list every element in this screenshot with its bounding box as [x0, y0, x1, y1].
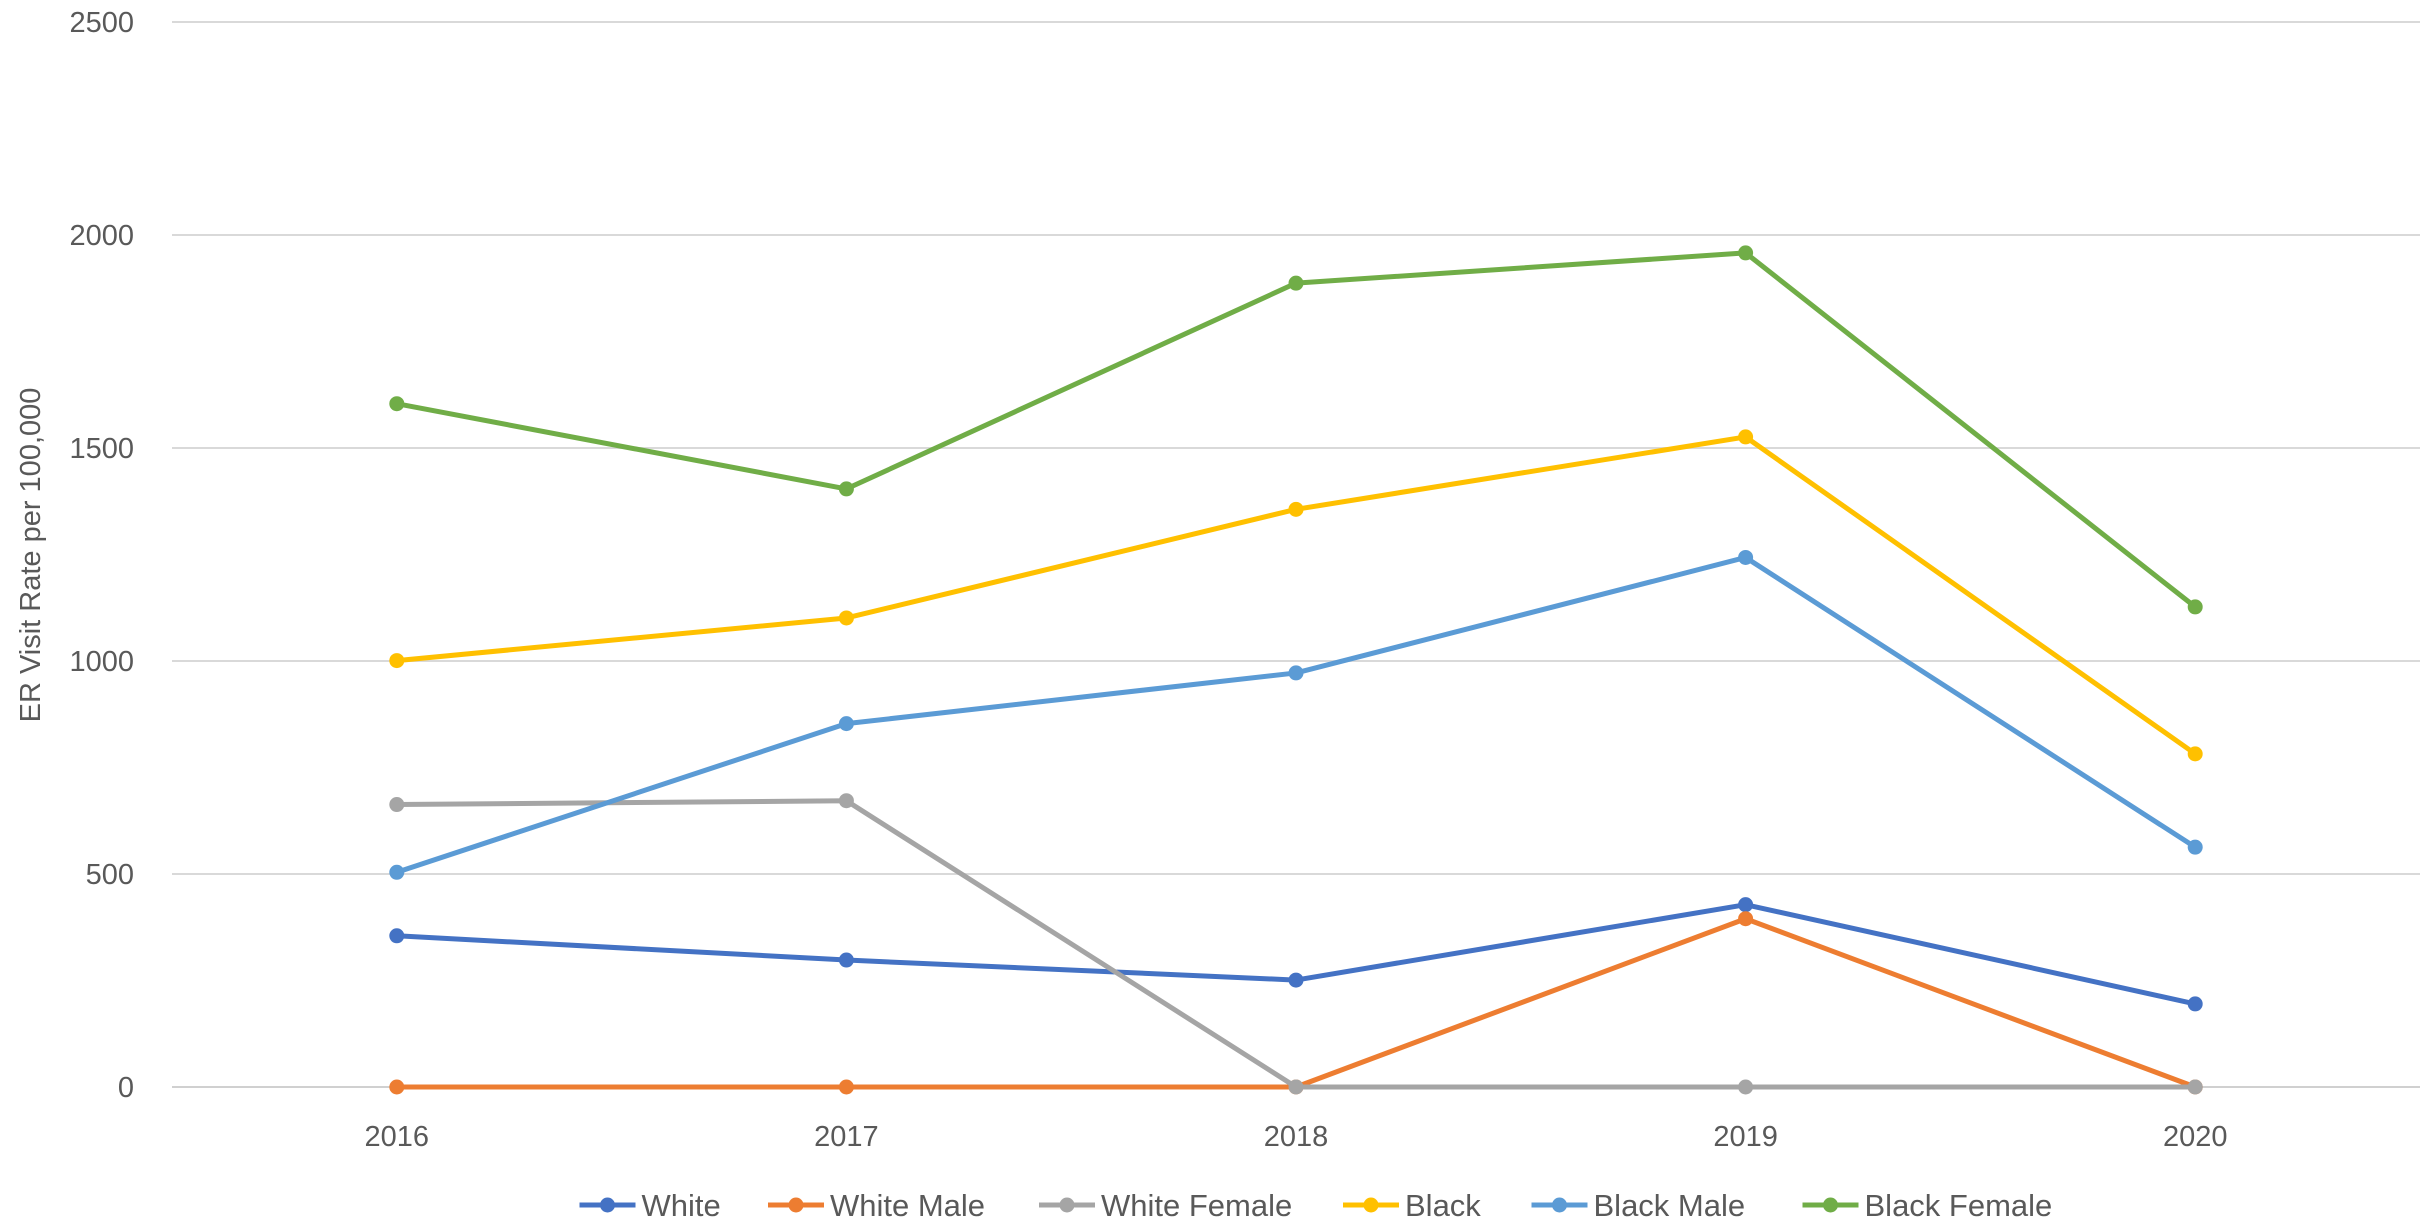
legend-dot-marker: [788, 1197, 804, 1213]
series-black-male: [389, 549, 2203, 880]
y-tick-label: 2000: [69, 220, 134, 252]
data-point-white: [1738, 897, 1754, 913]
y-tick-label: 1000: [69, 646, 134, 678]
legend-label: White: [642, 1188, 721, 1219]
series-white: [389, 897, 2203, 1012]
data-point-white-female: [1738, 1079, 1754, 1095]
data-point-black: [389, 653, 405, 669]
data-point-white: [1288, 972, 1304, 988]
data-point-white-female: [2187, 1079, 2203, 1095]
legend-item-black-female: Black Female: [1802, 1188, 2053, 1219]
data-point-white-male: [1738, 911, 1754, 927]
series-line-black-male: [394, 554, 2198, 875]
data-point-black: [1738, 429, 1754, 445]
series-white-female: [389, 793, 2203, 1095]
data-point-black-male: [838, 716, 854, 732]
legend-dot-marker: [1552, 1197, 1567, 1213]
legend-item-black: Black: [1343, 1188, 1481, 1219]
legend-item-white: White: [579, 1188, 721, 1219]
data-point-white: [389, 928, 405, 944]
legend-label: Black: [1405, 1188, 1481, 1219]
legend-dot-marker: [600, 1197, 615, 1213]
legend-item-white-female: White Female: [1039, 1188, 1292, 1219]
x-tick-label: 2017: [814, 1121, 879, 1153]
y-axis-title: ER Visit Rate per 100,000: [15, 388, 47, 723]
series-black-female: [389, 245, 2203, 615]
series-line-black-female: [394, 250, 2198, 610]
x-tick-label: 2019: [1713, 1121, 1778, 1153]
data-point-black: [838, 610, 854, 626]
legend-label: White Male: [830, 1188, 985, 1219]
series-lines: [389, 245, 2203, 1095]
data-point-black-female: [838, 481, 854, 497]
x-tick-label: 2020: [2163, 1121, 2228, 1153]
data-point-white: [838, 952, 854, 968]
y-tick-label: 500: [86, 859, 134, 891]
legend-label: Black Female: [1865, 1188, 2053, 1219]
data-point-white: [2187, 996, 2203, 1012]
x-tick-label: 2018: [1264, 1121, 1329, 1153]
data-point-white-female: [389, 797, 405, 813]
series-black: [389, 429, 2203, 762]
x-axis-tick-labels: 2016 2017 2018 2019 2020: [365, 1121, 2228, 1153]
data-point-white-female: [838, 793, 854, 809]
legend-item-black-male: Black Male: [1531, 1188, 1746, 1219]
data-point-black-male: [1738, 549, 1754, 565]
y-tick-label: 1500: [69, 433, 134, 465]
series-line-black: [394, 434, 2198, 757]
series-line-white: [394, 902, 2198, 1007]
data-point-white-male: [389, 1079, 405, 1095]
legend-dot-marker: [1059, 1197, 1075, 1213]
data-point-black: [2187, 746, 2203, 762]
data-point-black-female: [389, 396, 405, 412]
x-tick-label: 2016: [365, 1121, 430, 1153]
data-point-black-female: [2187, 599, 2203, 615]
legend-label: Black Male: [1594, 1188, 1746, 1219]
legend-label: White Female: [1101, 1188, 1292, 1219]
y-tick-label: 0: [118, 1072, 134, 1104]
data-point-black-female: [1288, 275, 1304, 291]
data-point-white-male: [838, 1079, 854, 1095]
data-point-black-male: [1288, 665, 1304, 681]
data-point-black-male: [2187, 839, 2203, 855]
y-axis-tick-labels: 0 500 1000 1500 2000 2500: [69, 7, 134, 1104]
legend-item-white-male: White Male: [768, 1188, 985, 1219]
data-point-black: [1288, 501, 1304, 517]
legend-dot-marker: [1823, 1197, 1838, 1213]
data-point-black-female: [1738, 245, 1754, 261]
y-tick-label: 2500: [69, 7, 134, 39]
legend: White White Male White Female Black Black Ma…: [579, 1188, 2053, 1219]
legend-dot-marker: [1363, 1197, 1379, 1213]
data-point-black-male: [389, 864, 405, 880]
data-point-white-female: [1288, 1079, 1304, 1095]
series-white-male: [389, 911, 2203, 1095]
gridlines: [172, 21, 2420, 1088]
